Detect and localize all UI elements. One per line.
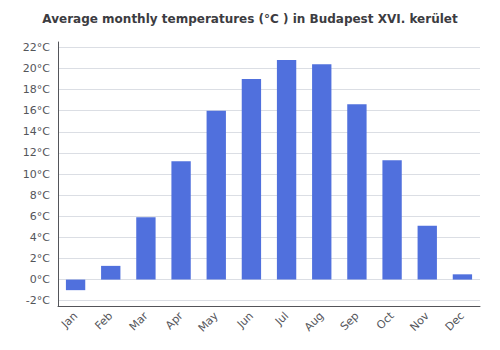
svg-text:Sep: Sep <box>338 309 362 333</box>
svg-text:Jun: Jun <box>234 309 256 331</box>
svg-text:Aug: Aug <box>302 309 326 333</box>
svg-text:Nov: Nov <box>407 309 432 334</box>
svg-text:12°C: 12°C <box>23 146 50 159</box>
svg-text:22°C: 22°C <box>23 41 50 54</box>
svg-text:May: May <box>196 309 222 335</box>
svg-text:Oct: Oct <box>374 309 397 332</box>
svg-text:Apr: Apr <box>163 309 186 332</box>
svg-text:8°C: 8°C <box>30 189 50 202</box>
svg-text:0°C: 0°C <box>30 273 50 286</box>
svg-text:16°C: 16°C <box>23 104 50 117</box>
svg-text:Feb: Feb <box>92 309 115 332</box>
svg-text:20°C: 20°C <box>23 62 50 75</box>
svg-text:Jan: Jan <box>58 309 80 331</box>
svg-text:14°C: 14°C <box>23 125 50 138</box>
svg-text:10°C: 10°C <box>23 168 50 181</box>
svg-text:Dec: Dec <box>443 309 467 333</box>
svg-text:Average monthly temperatures (: Average monthly temperatures (°C ) in Bu… <box>42 12 458 26</box>
svg-text:Mar: Mar <box>127 309 151 333</box>
svg-text:-2°C: -2°C <box>26 294 50 307</box>
svg-text:Jul: Jul <box>272 309 291 328</box>
svg-text:2°C: 2°C <box>30 252 50 265</box>
svg-text:4°C: 4°C <box>30 231 50 244</box>
svg-text:18°C: 18°C <box>23 83 50 96</box>
svg-text:6°C: 6°C <box>30 210 50 223</box>
